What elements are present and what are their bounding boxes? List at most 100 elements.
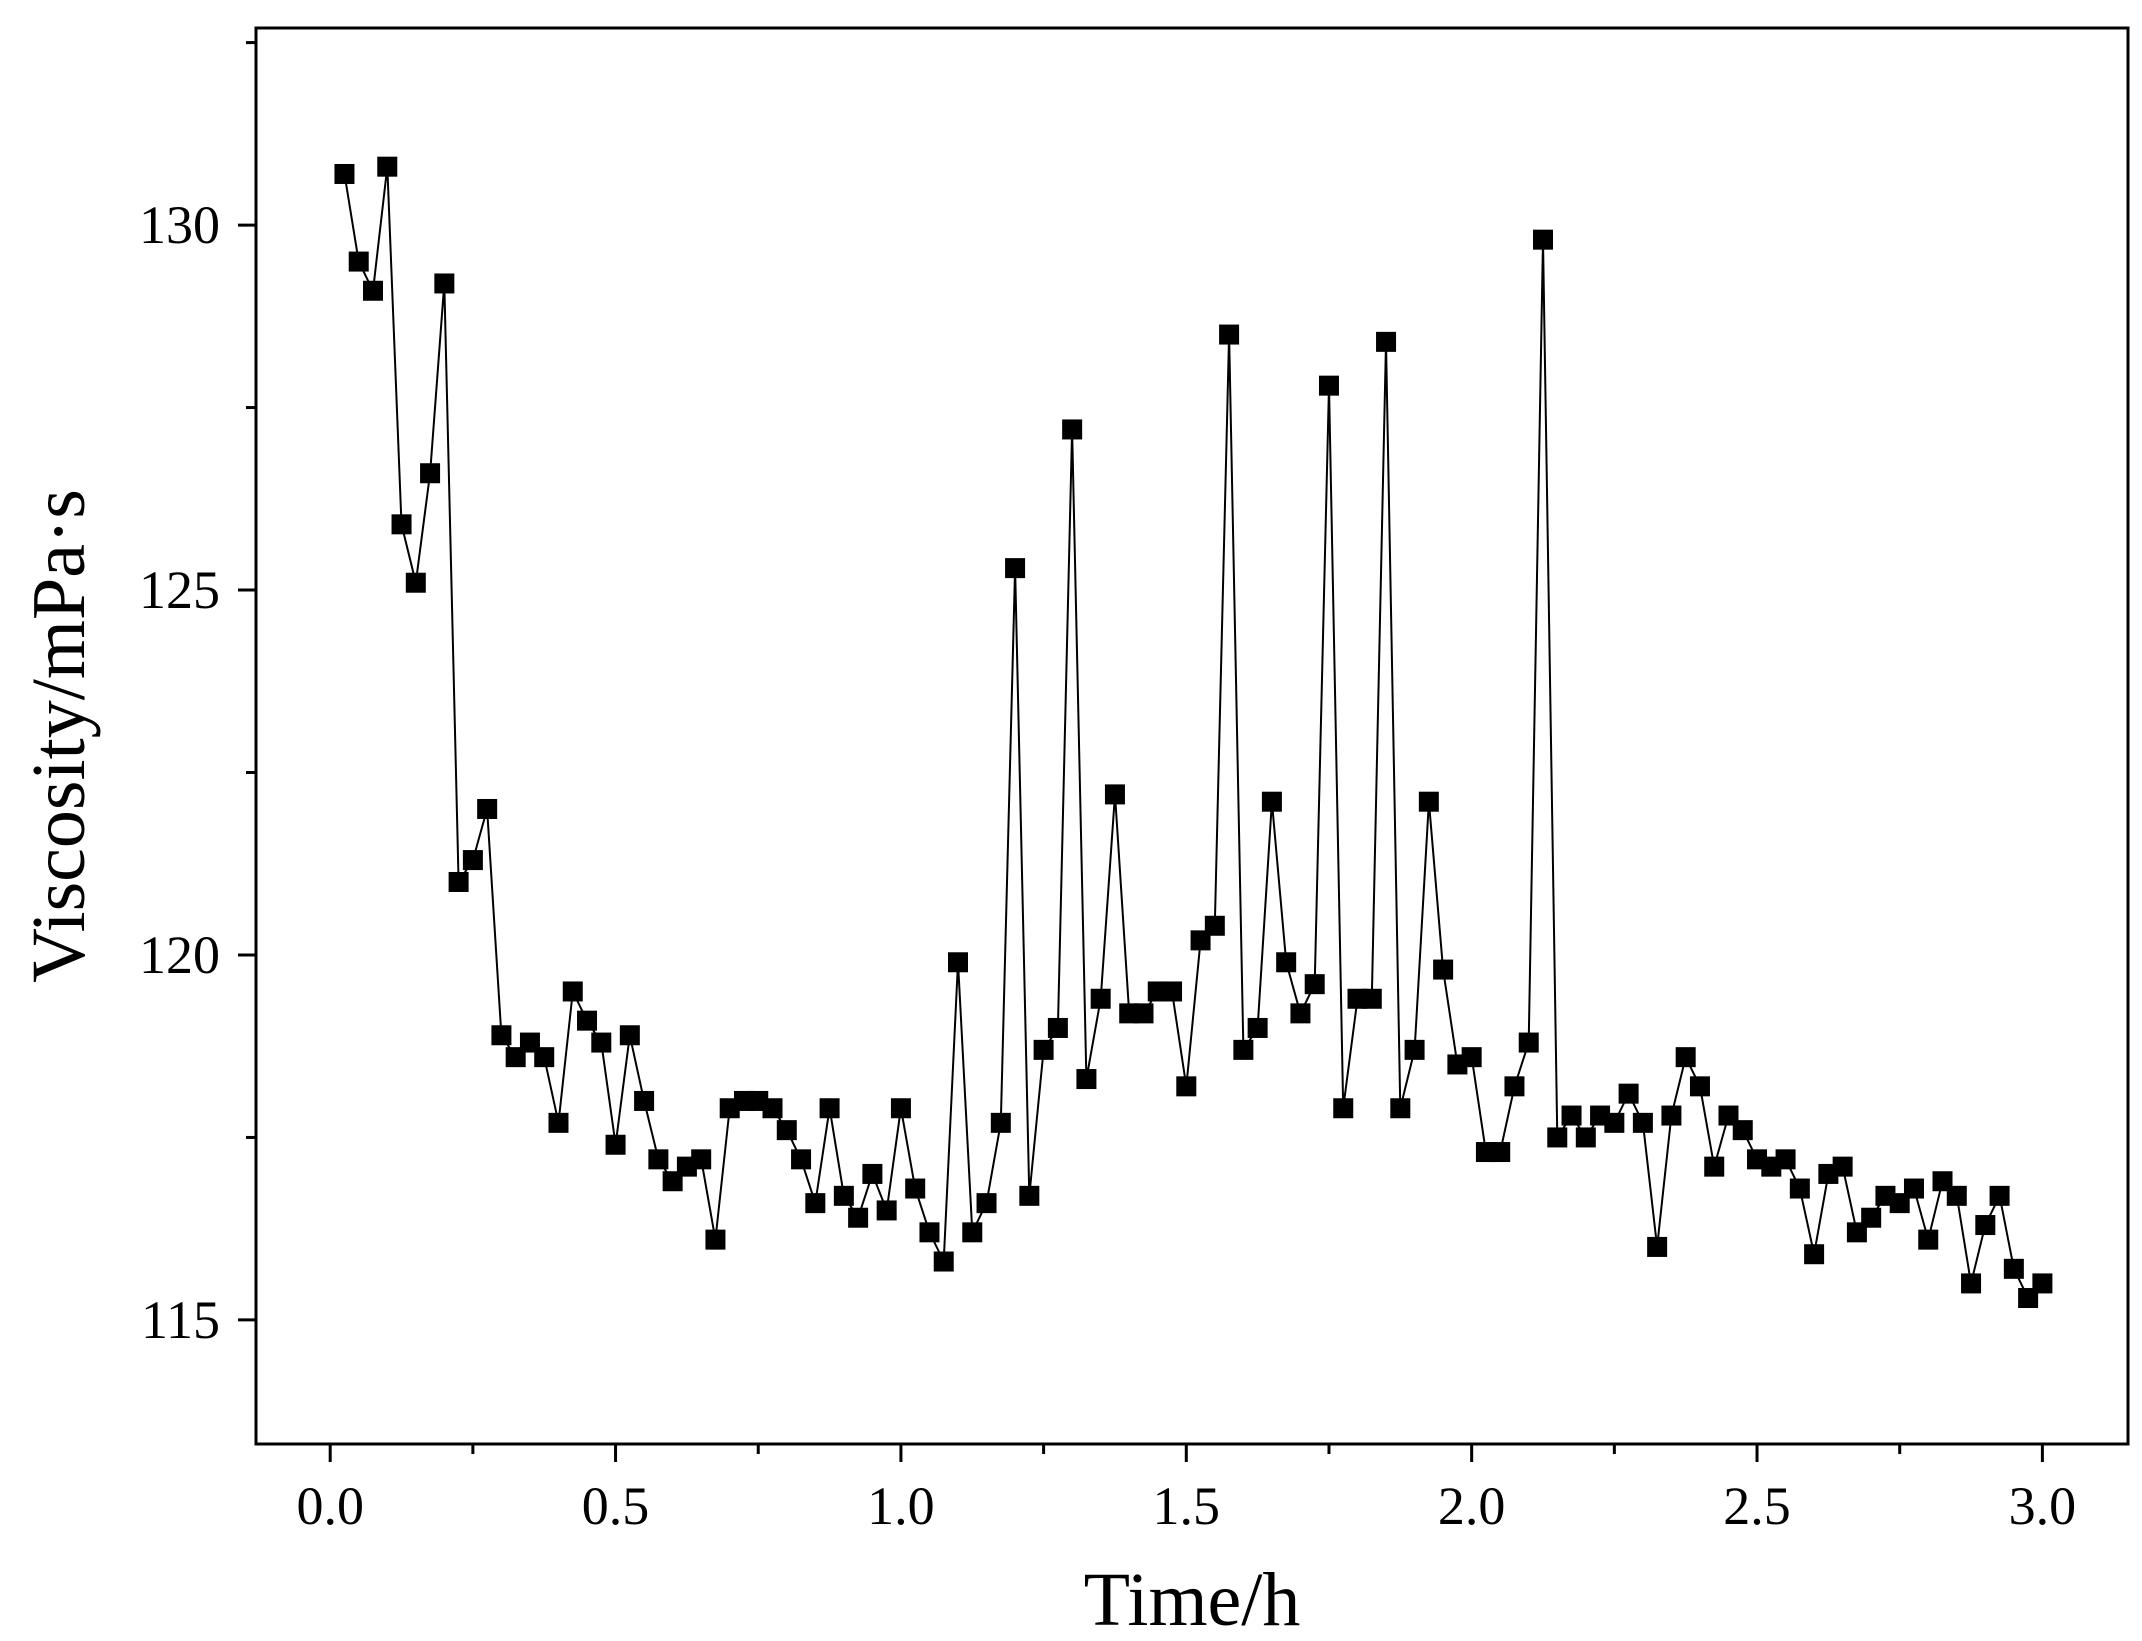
data-point bbox=[462, 850, 483, 871]
data-point bbox=[1361, 988, 1382, 1009]
data-point bbox=[562, 981, 583, 1002]
data-point bbox=[1604, 1112, 1625, 1133]
x-tick-label: 2.5 bbox=[1723, 1476, 1791, 1536]
data-point bbox=[1533, 229, 1553, 250]
data-point bbox=[2003, 1258, 2024, 1279]
data-point bbox=[933, 1251, 954, 1272]
data-point bbox=[1675, 1047, 1696, 1068]
data-point bbox=[434, 273, 455, 294]
series-line bbox=[343, 166, 2044, 1300]
y-axis-title: Viscosity/mPa·s bbox=[17, 489, 101, 983]
data-point bbox=[1961, 1273, 1982, 1294]
x-axis-title: Time/h bbox=[1084, 1558, 1301, 1641]
data-point bbox=[1104, 784, 1125, 805]
data-point bbox=[762, 1098, 783, 1119]
data-point bbox=[848, 1207, 869, 1228]
data-point bbox=[1247, 1017, 1268, 1038]
data-point bbox=[990, 1112, 1011, 1133]
data-point bbox=[1047, 1017, 1068, 1038]
data-point bbox=[948, 952, 968, 973]
x-tick-label: 0.0 bbox=[296, 1476, 364, 1536]
data-point bbox=[1304, 974, 1325, 995]
data-point bbox=[1775, 1149, 1796, 1170]
data-point bbox=[1162, 981, 1183, 1002]
data-point bbox=[1490, 1142, 1511, 1163]
data-point bbox=[1204, 915, 1225, 936]
data-point bbox=[1333, 1098, 1354, 1119]
data-point bbox=[890, 1098, 911, 1119]
data-point bbox=[1903, 1178, 1924, 1199]
data-point bbox=[1233, 1039, 1254, 1060]
data-point bbox=[477, 798, 498, 819]
plot-area bbox=[334, 156, 2053, 1309]
data-point bbox=[962, 1222, 983, 1243]
data-point bbox=[1561, 1105, 1582, 1126]
data-point bbox=[548, 1112, 569, 1133]
data-point bbox=[491, 1025, 512, 1046]
data-point bbox=[363, 280, 383, 301]
data-point bbox=[1632, 1112, 1653, 1133]
data-point bbox=[377, 156, 398, 177]
data-point bbox=[1704, 1156, 1725, 1177]
data-point bbox=[534, 1047, 555, 1068]
data-point bbox=[1404, 1039, 1425, 1060]
x-tick-label: 3.0 bbox=[2009, 1476, 2077, 1536]
data-point bbox=[1789, 1178, 1810, 1199]
data-point bbox=[1661, 1105, 1682, 1126]
y-tick-label: 125 bbox=[139, 560, 220, 620]
data-point bbox=[1732, 1120, 1753, 1141]
data-point bbox=[605, 1134, 626, 1155]
data-point bbox=[1005, 558, 1026, 579]
data-point bbox=[391, 514, 412, 535]
data-point bbox=[448, 871, 469, 892]
x-tick-label: 0.5 bbox=[582, 1476, 650, 1536]
data-point bbox=[1033, 1039, 1054, 1060]
data-point bbox=[1290, 1003, 1311, 1024]
x-tick-label: 1.5 bbox=[1153, 1476, 1221, 1536]
data-point bbox=[776, 1120, 797, 1141]
data-point bbox=[805, 1193, 826, 1214]
data-point bbox=[1461, 1047, 1482, 1068]
y-tick-label: 115 bbox=[141, 1290, 220, 1350]
data-point bbox=[1918, 1229, 1939, 1250]
data-point bbox=[691, 1149, 712, 1170]
data-point bbox=[1832, 1156, 1853, 1177]
data-point bbox=[905, 1178, 926, 1199]
data-point bbox=[1090, 988, 1111, 1009]
data-point bbox=[1176, 1076, 1197, 1097]
y-tick-label: 130 bbox=[139, 195, 220, 255]
data-point bbox=[1076, 1069, 1097, 1090]
y-axis: 115 120 125 130 bbox=[139, 41, 256, 1350]
data-point bbox=[1390, 1098, 1411, 1119]
data-point bbox=[1433, 959, 1454, 980]
data-point bbox=[1647, 1236, 1668, 1257]
data-point bbox=[648, 1149, 669, 1170]
data-point bbox=[791, 1149, 812, 1170]
data-point bbox=[876, 1200, 897, 1221]
data-point bbox=[705, 1229, 726, 1250]
data-point bbox=[833, 1185, 854, 1206]
data-point bbox=[577, 1010, 598, 1031]
data-point bbox=[420, 463, 441, 484]
data-point bbox=[919, 1222, 940, 1243]
data-point bbox=[1376, 331, 1397, 352]
data-point bbox=[348, 251, 369, 272]
x-axis: 0.0 0.5 1.0 1.5 2.0 2.5 3.0 bbox=[296, 1444, 2076, 1536]
data-point bbox=[619, 1025, 640, 1046]
data-point bbox=[1946, 1185, 1967, 1206]
data-point bbox=[1019, 1185, 1040, 1206]
data-point bbox=[976, 1193, 997, 1214]
data-point bbox=[1318, 375, 1339, 396]
data-point bbox=[1418, 791, 1439, 812]
plot-frame bbox=[254, 26, 2130, 1446]
data-point bbox=[1989, 1185, 2010, 1206]
data-point bbox=[1547, 1127, 1568, 1148]
data-point bbox=[1261, 791, 1282, 812]
data-point bbox=[1575, 1127, 1596, 1148]
data-point bbox=[1689, 1076, 1710, 1097]
data-point bbox=[819, 1098, 840, 1119]
data-point bbox=[1504, 1076, 1525, 1097]
data-point bbox=[334, 163, 355, 184]
x-tick-label: 1.0 bbox=[867, 1476, 935, 1536]
